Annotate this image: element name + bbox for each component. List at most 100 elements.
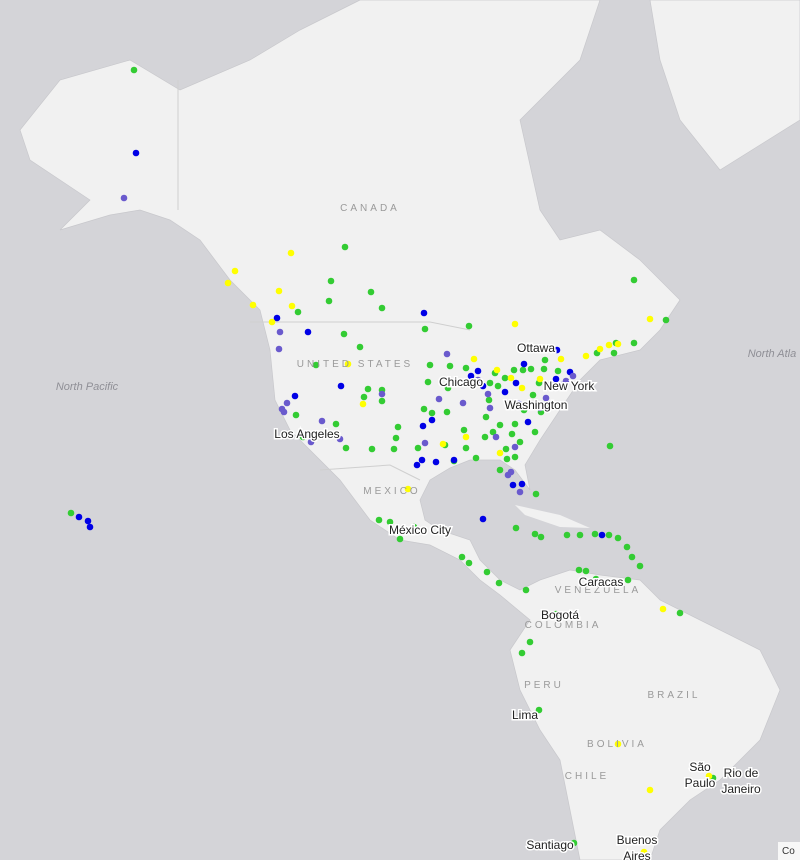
city-label-line: Lima [512,708,538,722]
location-dot [510,366,518,374]
location-dot [705,772,713,780]
location-dot [276,328,284,336]
location-dot [518,480,526,488]
location-dot [386,518,394,526]
location-dot [341,243,349,251]
city-label: México City [389,523,451,537]
location-dot [596,345,604,353]
location-dot [519,366,527,374]
location-dot [375,516,383,524]
location-dot [120,194,128,202]
location-dot [524,418,532,426]
location-dot [494,382,502,390]
border-lines [177,80,471,481]
location-dot [662,316,670,324]
location-dot [86,523,94,531]
city-label: Buenos Aires [617,833,658,860]
location-dot [472,454,480,462]
location-dot [75,513,83,521]
location-dot [426,361,434,369]
location-dot [606,442,614,450]
location-dot [610,349,618,357]
location-dot [614,740,622,748]
location-dot [659,605,667,613]
location-dot [378,304,386,312]
location-dot [420,309,428,317]
location-dot [535,706,543,714]
attribution-box [778,842,800,860]
location-dot [444,384,452,392]
location-dot [496,449,504,457]
location-dot [511,420,519,428]
city-label: Santiago [526,838,574,852]
location-dot [493,366,501,374]
location-dot [84,517,92,525]
location-dot [591,530,599,538]
location-dot [526,638,534,646]
location-dot [630,339,638,347]
location-dot [470,355,478,363]
location-dot [537,533,545,541]
city-label-line: Washington [505,398,568,412]
location-dot [443,350,451,358]
city-label: Los Angeles [274,427,339,441]
location-dot [569,372,577,380]
city-label-line: New York [544,379,596,393]
location-dot [342,444,350,452]
location-dot [598,531,606,539]
ocean-label: North Atla [748,348,797,360]
city-label: Washington [505,398,568,412]
location-dot [325,297,333,305]
location-dot [507,374,515,382]
location-dot [541,356,549,364]
location-dot [592,575,600,583]
location-dot [532,490,540,498]
location-dot [275,287,283,295]
location-dot [646,315,654,323]
city-label: São Paulo [685,760,716,790]
location-dot [522,586,530,594]
location-dot [337,382,345,390]
location-dot [515,400,523,408]
location-dot [495,579,503,587]
location-dot [231,267,239,275]
location-dot [360,393,368,401]
country-label: COLOMBIA [525,620,602,631]
city-label-line: Caracas [579,575,624,589]
location-dot [504,471,512,479]
location-dot [419,422,427,430]
location-dot [529,391,537,399]
city-label-line: México City [389,523,451,537]
location-dot [676,609,684,617]
city-label: New York [544,379,596,393]
location-dot [575,566,583,574]
location-dot [512,524,520,532]
location-dot [527,365,535,373]
location-dot [288,302,296,310]
location-dot [582,567,590,575]
location-dot [428,409,436,417]
location-dot [479,515,487,523]
location-dot [502,445,510,453]
location-dot [280,408,288,416]
location-dot [421,439,429,447]
location-dot [511,320,519,328]
location-dot [630,276,638,284]
location-dot [420,405,428,413]
location-dot [520,406,528,414]
location-dot [516,488,524,496]
location-dot [520,360,528,368]
location-dot [340,330,348,338]
land-greenland [649,0,800,171]
labels: CANADA UNITED STATES MEXICO VENEZUELA COLOMB… [56,203,796,860]
country-label: CHILE [565,771,609,782]
location-dot [307,438,315,446]
location-dot [273,314,281,322]
location-dot [552,375,560,383]
location-dot [465,322,473,330]
location-dot [509,481,517,489]
location-dot [479,382,487,390]
location-dot [318,417,326,425]
location-dot [424,378,432,386]
land-cuba [515,505,590,528]
